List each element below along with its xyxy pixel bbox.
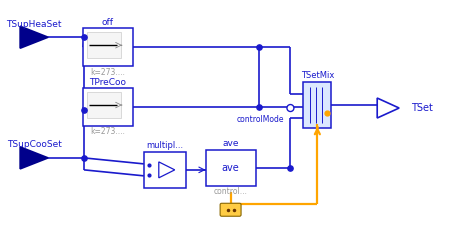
Bar: [83, 88, 133, 126]
Polygon shape: [20, 147, 48, 169]
Text: TSetMix: TSetMix: [300, 71, 333, 80]
Text: TSet: TSet: [410, 103, 432, 113]
Text: k=273....: k=273....: [90, 128, 125, 137]
Polygon shape: [20, 26, 48, 48]
Text: k=273....: k=273....: [90, 68, 125, 77]
Bar: [83, 28, 133, 66]
Text: TSupCooSet: TSupCooSet: [7, 141, 61, 150]
Text: control...: control...: [213, 187, 247, 196]
Text: TSupHeaSet: TSupHeaSet: [6, 20, 62, 29]
Text: multipl...: multipl...: [146, 141, 183, 150]
Text: controlMode: controlMode: [236, 115, 284, 124]
Text: ave: ave: [222, 139, 238, 148]
Polygon shape: [377, 98, 398, 118]
Bar: [303, 82, 331, 128]
Text: off: off: [101, 18, 114, 27]
Bar: [143, 152, 185, 188]
Text: ave: ave: [221, 163, 239, 173]
Text: TPreCoo: TPreCoo: [89, 77, 126, 87]
Bar: [87, 92, 120, 118]
Polygon shape: [158, 162, 175, 178]
FancyBboxPatch shape: [220, 203, 240, 216]
Bar: [87, 32, 120, 58]
Bar: [205, 150, 255, 186]
Circle shape: [286, 105, 293, 112]
